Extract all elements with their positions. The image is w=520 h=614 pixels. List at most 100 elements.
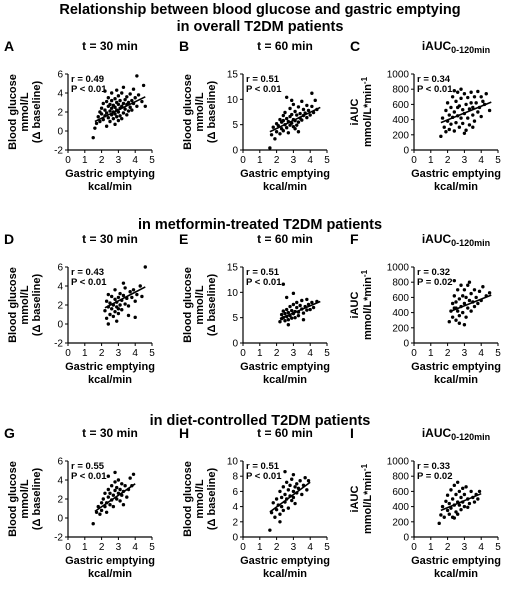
x-tick-label: 2 xyxy=(274,348,280,359)
y-tick-label: 400 xyxy=(392,502,409,513)
data-point xyxy=(113,105,117,109)
data-point xyxy=(140,294,144,299)
data-point xyxy=(290,316,294,320)
y-axis-label: Blood glucosemmol/L(Δ baseline) xyxy=(182,74,218,150)
data-point xyxy=(293,485,297,489)
stat-r: r = 0.34 xyxy=(417,74,451,85)
y-tick-label: 0 xyxy=(232,146,238,157)
data-point xyxy=(300,99,304,104)
data-point xyxy=(103,491,107,495)
data-point xyxy=(445,493,450,497)
data-point xyxy=(283,469,287,474)
x-tick-label: 2 xyxy=(445,348,451,359)
data-point xyxy=(300,492,304,497)
data-point xyxy=(281,485,286,489)
data-point xyxy=(126,304,131,308)
data-point xyxy=(143,104,147,109)
data-point xyxy=(310,91,314,95)
data-point xyxy=(305,297,309,302)
data-point xyxy=(108,109,112,113)
y-tick-label: -2 xyxy=(54,339,63,350)
y-tick-label: 10 xyxy=(227,288,239,299)
data-point xyxy=(464,102,468,107)
data-point xyxy=(450,95,455,99)
data-point xyxy=(464,485,468,489)
regression-line xyxy=(94,96,146,123)
stat-p: P < 0.01 xyxy=(71,84,107,95)
data-point xyxy=(449,122,453,126)
stat-p: P = 0.02 xyxy=(417,277,452,288)
panel-title: t = 30 min xyxy=(82,39,138,53)
data-point xyxy=(469,291,473,296)
x-axis-label-line: Gastric emptying xyxy=(411,555,501,567)
y-axis-label-line: (Δ baseline) xyxy=(206,468,218,531)
data-point xyxy=(291,489,296,494)
panel-title-subscript: 0-120min xyxy=(451,238,490,248)
regression-line xyxy=(279,300,321,320)
data-point xyxy=(461,108,465,112)
x-tick-label: 2 xyxy=(99,542,105,553)
x-axis-label: Gastric emptying kcal/min xyxy=(65,361,155,386)
data-point xyxy=(291,472,296,477)
panel-title: iAUC0-120min xyxy=(422,39,490,55)
y-axis-label: Blood glucosemmol/L(Δ baseline) xyxy=(7,267,43,343)
y-axis-label-line: (Δ baseline) xyxy=(31,274,43,337)
x-tick-label: 2 xyxy=(445,155,451,166)
y-axis-label: iAUCmmol/L*min-1 xyxy=(349,463,374,534)
x-tick-label: 0 xyxy=(240,542,246,553)
stat-p: P < 0.01 xyxy=(246,277,282,288)
data-point xyxy=(457,297,462,301)
panel-title-main: iAUC xyxy=(422,426,452,440)
data-point xyxy=(293,127,297,131)
y-axis-label-line: mmol/L xyxy=(19,92,31,131)
data-point xyxy=(308,113,312,117)
data-point xyxy=(281,118,286,123)
y-axis-label-line: (Δ baseline) xyxy=(206,81,218,144)
data-point xyxy=(487,291,492,295)
data-point xyxy=(290,477,294,481)
data-point xyxy=(123,107,127,111)
data-point xyxy=(466,116,470,120)
data-point xyxy=(472,119,477,123)
data-point xyxy=(125,113,129,117)
data-point xyxy=(138,284,142,288)
panel-title-subscript: 0-120min xyxy=(451,45,490,55)
data-point xyxy=(118,98,122,103)
y-tick-label: 15 xyxy=(227,263,239,274)
data-point xyxy=(115,115,119,119)
y-axis-label: iAUCmmol/L*min-1 xyxy=(349,269,374,340)
regression-line xyxy=(450,294,492,312)
y-tick-label: 8 xyxy=(232,472,238,483)
data-point xyxy=(467,298,472,303)
data-point xyxy=(462,504,467,509)
data-point xyxy=(452,278,457,283)
data-point xyxy=(131,288,136,292)
x-tick-label: 4 xyxy=(132,542,138,553)
data-point xyxy=(123,97,127,102)
data-point xyxy=(109,106,114,110)
data-point xyxy=(462,301,467,306)
data-point xyxy=(459,283,463,287)
stat-r: r = 0.51 xyxy=(246,461,280,472)
x-tick-label: 5 xyxy=(324,348,330,359)
data-point xyxy=(116,478,121,482)
panel-title: t = 60 min xyxy=(257,426,313,440)
data-point xyxy=(454,120,458,125)
data-point xyxy=(133,315,137,320)
data-point xyxy=(108,491,112,495)
data-point xyxy=(104,299,109,303)
data-point xyxy=(109,98,114,103)
regression-line xyxy=(269,481,311,513)
data-point xyxy=(447,320,451,324)
data-point xyxy=(439,134,443,139)
x-axis-label: Gastric emptying kcal/min xyxy=(65,168,155,193)
x-tick-label: 5 xyxy=(149,155,155,166)
regression-line xyxy=(440,101,492,124)
y-tick-label: -2 xyxy=(54,146,63,157)
x-tick-label: 5 xyxy=(324,542,330,553)
data-point xyxy=(445,508,450,513)
x-tick-label: 1 xyxy=(257,348,263,359)
data-point xyxy=(291,291,296,296)
